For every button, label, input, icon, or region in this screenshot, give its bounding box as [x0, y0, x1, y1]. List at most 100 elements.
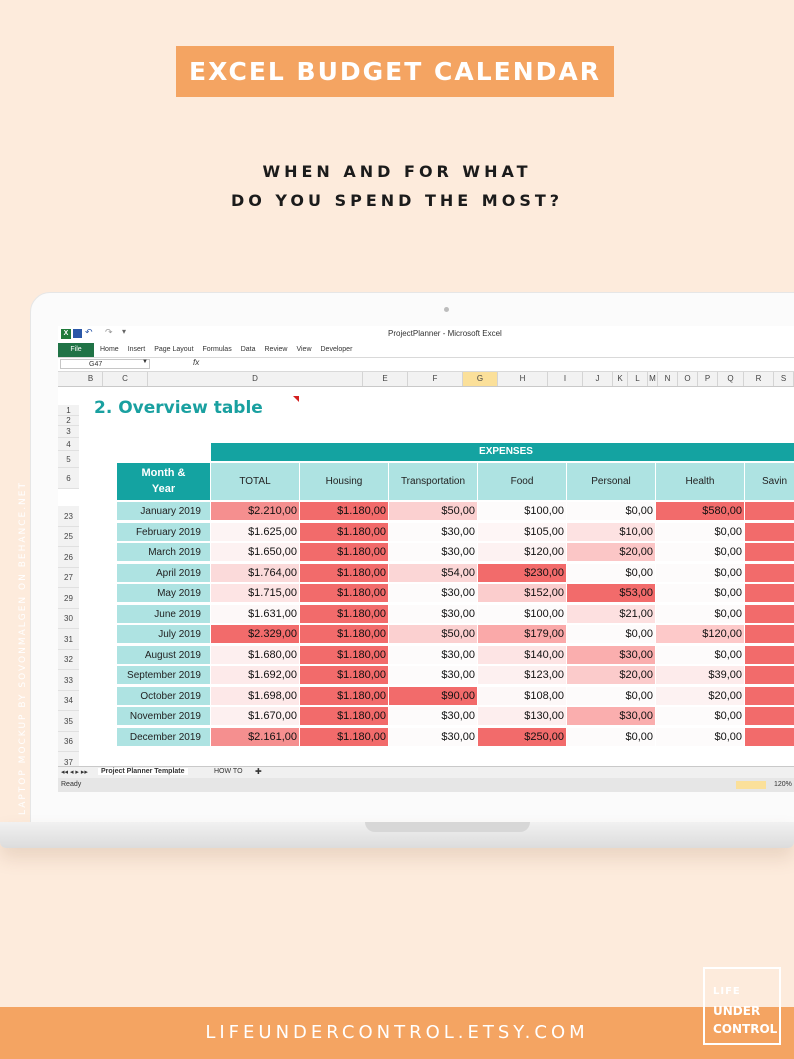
table-cell-savin[interactable]: $: [745, 728, 794, 747]
table-cell-health[interactable]: $39,00: [656, 666, 745, 685]
row-header-2[interactable]: 2: [58, 416, 79, 426]
table-cell-housing[interactable]: $1.180,00: [300, 584, 389, 603]
table-cell-housing[interactable]: $1.180,00: [300, 564, 389, 583]
table-cell-health[interactable]: $120,00: [656, 625, 745, 644]
ribbon-tab-data[interactable]: Data: [240, 346, 256, 353]
table-cell-total[interactable]: $1.692,00: [211, 666, 300, 685]
column-header-o[interactable]: O: [678, 372, 698, 386]
table-cell-food[interactable]: $230,00: [478, 564, 567, 583]
tab-how-to[interactable]: HOW TO: [214, 768, 243, 775]
table-cell-health[interactable]: $0,00: [656, 728, 745, 747]
ribbon-tab-developer[interactable]: Developer: [320, 346, 353, 353]
row-header-32[interactable]: 32: [58, 650, 79, 670]
row-header-33[interactable]: 33: [58, 670, 79, 691]
row-header-3[interactable]: 3: [58, 426, 79, 438]
redo-icon[interactable]: ↷: [105, 327, 113, 337]
row-header-4[interactable]: 4: [58, 438, 79, 451]
table-cell-food[interactable]: $130,00: [478, 707, 567, 726]
table-cell-savin[interactable]: $: [745, 707, 794, 726]
column-header-i[interactable]: I: [548, 372, 583, 386]
ribbon-tab-review[interactable]: Review: [264, 346, 288, 353]
table-cell-personal[interactable]: $20,00: [567, 543, 656, 562]
table-cell-transportation[interactable]: $30,00: [389, 707, 478, 726]
table-cell-health[interactable]: $0,00: [656, 707, 745, 726]
new-sheet-icon[interactable]: ✚: [255, 767, 262, 776]
table-cell-total[interactable]: $1.670,00: [211, 707, 300, 726]
view-buttons[interactable]: [736, 781, 766, 789]
table-cell-total[interactable]: $1.625,00: [211, 523, 300, 542]
tab-file[interactable]: File: [58, 343, 94, 357]
table-cell-total[interactable]: $2.210,00: [211, 502, 300, 521]
row-header-26[interactable]: 26: [58, 547, 79, 568]
table-cell-food[interactable]: $179,00: [478, 625, 567, 644]
column-header-s[interactable]: S: [774, 372, 794, 386]
table-cell-transportation[interactable]: $30,00: [389, 605, 478, 624]
table-cell-food[interactable]: $100,00: [478, 605, 567, 624]
row-header-27[interactable]: 27: [58, 568, 79, 588]
table-cell-transportation[interactable]: $30,00: [389, 523, 478, 542]
table-cell-personal[interactable]: $0,00: [567, 728, 656, 747]
table-cell-food[interactable]: $123,00: [478, 666, 567, 685]
table-cell-food[interactable]: $100,00: [478, 502, 567, 521]
table-cell-health[interactable]: $0,00: [656, 646, 745, 665]
table-cell-food[interactable]: $108,00: [478, 687, 567, 706]
ribbon-tab-home[interactable]: Home: [100, 346, 119, 353]
table-cell-health[interactable]: $20,00: [656, 687, 745, 706]
table-cell-food[interactable]: $250,00: [478, 728, 567, 747]
tab-project-planner-template[interactable]: Project Planner Template: [98, 768, 188, 775]
table-cell-personal[interactable]: $0,00: [567, 687, 656, 706]
table-cell-personal[interactable]: $10,00: [567, 523, 656, 542]
table-cell-savin[interactable]: $: [745, 605, 794, 624]
table-cell-total[interactable]: $2.329,00: [211, 625, 300, 644]
shop-url[interactable]: LIFEUNDERCONTROL.ETSY.COM: [205, 1022, 589, 1043]
table-cell-food[interactable]: $120,00: [478, 543, 567, 562]
table-cell-housing[interactable]: $1.180,00: [300, 543, 389, 562]
excel-app-icon[interactable]: X: [61, 329, 71, 339]
table-cell-food[interactable]: $152,00: [478, 584, 567, 603]
table-cell-health[interactable]: $0,00: [656, 523, 745, 542]
table-cell-savin[interactable]: $: [745, 646, 794, 665]
column-header-d[interactable]: D: [148, 372, 363, 386]
column-header-k[interactable]: K: [613, 372, 628, 386]
save-icon[interactable]: [73, 329, 82, 338]
table-cell-health[interactable]: $580,00: [656, 502, 745, 521]
column-header-q[interactable]: Q: [718, 372, 744, 386]
column-header-h[interactable]: H: [498, 372, 548, 386]
table-cell-personal[interactable]: $30,00: [567, 646, 656, 665]
name-box[interactable]: G47: [60, 359, 150, 369]
row-header-25[interactable]: 25: [58, 527, 79, 547]
table-cell-personal[interactable]: $0,00: [567, 625, 656, 644]
ribbon-tab-page-layout[interactable]: Page Layout: [154, 346, 194, 353]
row-header-30[interactable]: 30: [58, 609, 79, 629]
column-header-c[interactable]: C: [103, 372, 148, 386]
row-header-36[interactable]: 36: [58, 732, 79, 752]
table-cell-total[interactable]: $1.680,00: [211, 646, 300, 665]
table-cell-savin[interactable]: $: [745, 625, 794, 644]
table-cell-health[interactable]: $0,00: [656, 543, 745, 562]
table-cell-total[interactable]: $1.698,00: [211, 687, 300, 706]
ribbon-tab-view[interactable]: View: [296, 346, 312, 353]
table-cell-personal[interactable]: $20,00: [567, 666, 656, 685]
table-cell-total[interactable]: $1.631,00: [211, 605, 300, 624]
table-cell-housing[interactable]: $1.180,00: [300, 625, 389, 644]
table-cell-housing[interactable]: $1.180,00: [300, 502, 389, 521]
zoom-level[interactable]: 120%: [774, 781, 792, 788]
row-header-23[interactable]: 23: [58, 506, 79, 527]
table-cell-personal[interactable]: $0,00: [567, 564, 656, 583]
row-header-31[interactable]: 31: [58, 629, 79, 650]
table-cell-housing[interactable]: $1.180,00: [300, 728, 389, 747]
ribbon-tab-insert[interactable]: Insert: [127, 346, 146, 353]
table-cell-personal[interactable]: $0,00: [567, 502, 656, 521]
table-cell-total[interactable]: $1.715,00: [211, 584, 300, 603]
table-cell-personal[interactable]: $53,00: [567, 584, 656, 603]
table-cell-savin[interactable]: $: [745, 543, 794, 562]
sheet-nav-icon[interactable]: ◂◂ ◂ ▸ ▸▸: [61, 769, 88, 776]
row-header-5[interactable]: 5: [58, 451, 79, 468]
table-cell-savin[interactable]: $: [745, 523, 794, 542]
table-cell-housing[interactable]: $1.180,00: [300, 605, 389, 624]
table-cell-personal[interactable]: $21,00: [567, 605, 656, 624]
table-cell-health[interactable]: $0,00: [656, 564, 745, 583]
row-header-6[interactable]: 6: [58, 468, 79, 489]
table-cell-transportation[interactable]: $50,00: [389, 502, 478, 521]
table-cell-housing[interactable]: $1.180,00: [300, 666, 389, 685]
